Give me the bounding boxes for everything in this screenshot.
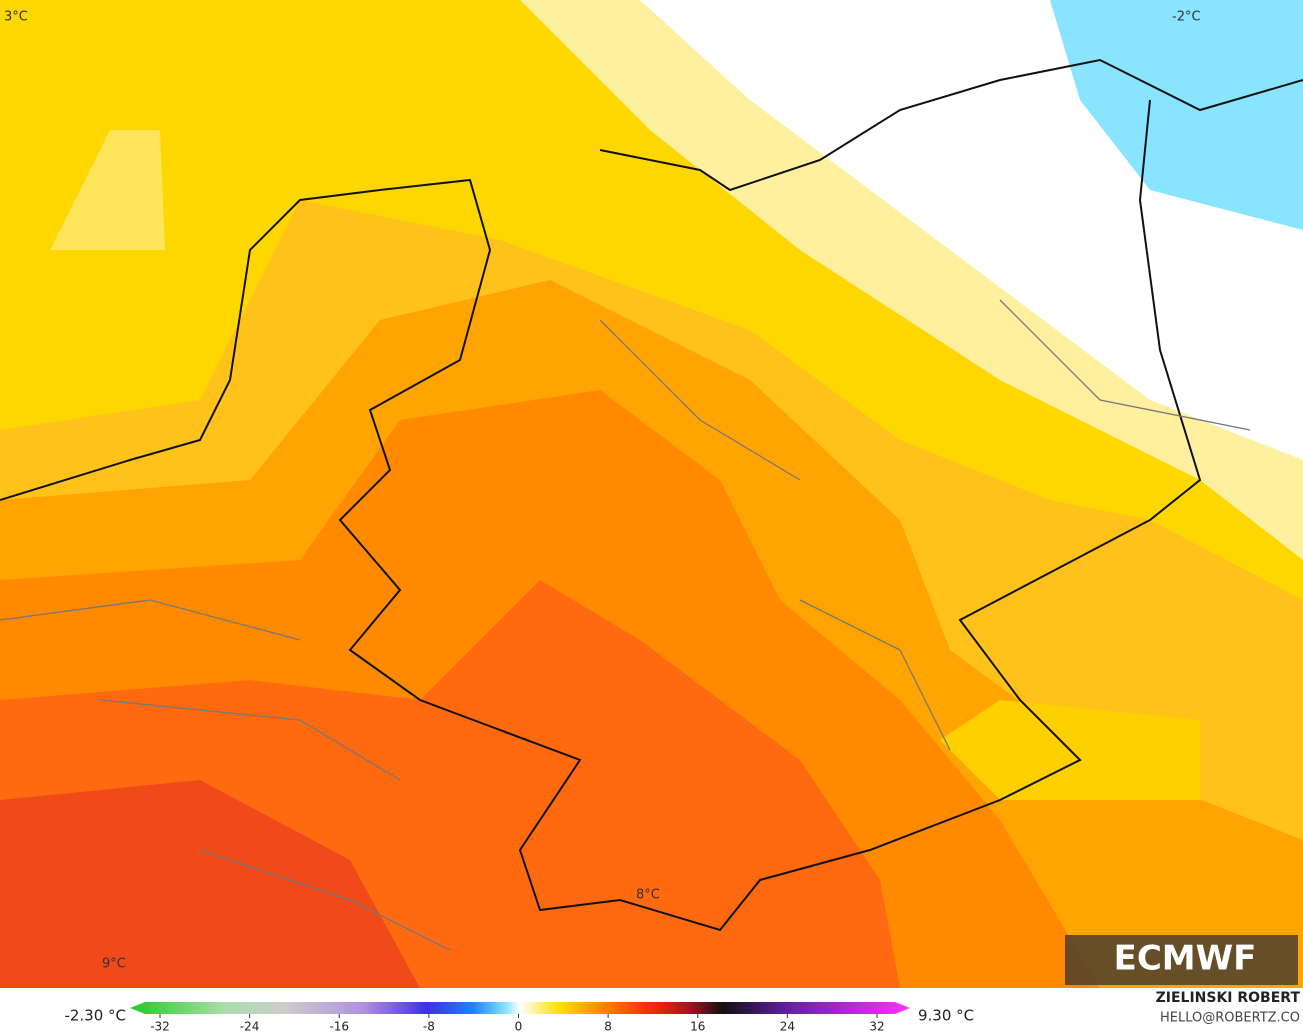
temperature-field [0, 0, 1303, 988]
colorbar-tick-label: -32 [150, 1020, 170, 1034]
credit-name: ZIELINSKI ROBERT [1156, 990, 1301, 1006]
map-label: -2°C [1172, 10, 1201, 25]
colorbar-tick-label: -8 [423, 1020, 435, 1034]
max-label: 9.30 °C [918, 1007, 974, 1025]
colorbar-tick-label: -24 [240, 1020, 260, 1034]
colorbar-tick-label: 16 [690, 1020, 705, 1034]
colorbar-tick-label: -16 [329, 1020, 349, 1034]
min-label: -2.30 °C [64, 1007, 126, 1025]
country-border [0, 99, 1202, 932]
colorbar-tick-label: 0 [515, 1020, 523, 1034]
region-border [0, 299, 1251, 951]
logo-box [1065, 935, 1298, 985]
colorbar-tick-label: 8 [604, 1020, 612, 1034]
borders [0, 58, 1303, 951]
logo-text: ECMWF [1114, 939, 1257, 979]
logo: ECMWF [1065, 935, 1298, 985]
map-label: 9°C [102, 957, 126, 972]
band [0, 780, 420, 988]
colorbar: -2.30 °C 9.30 °C [64, 1002, 974, 1025]
coastline [599, 58, 1303, 192]
colorbar-tick-label: 24 [780, 1020, 795, 1034]
map-label: 8°C [636, 888, 660, 903]
map-label: 3°C [4, 10, 28, 25]
colorbar-gradient [130, 1002, 910, 1014]
credit-email: HELLO@ROBERTZ.CO [1160, 1011, 1300, 1026]
colorbar-tick-label: 32 [869, 1020, 884, 1034]
band [50, 130, 165, 250]
band [1050, 0, 1303, 230]
